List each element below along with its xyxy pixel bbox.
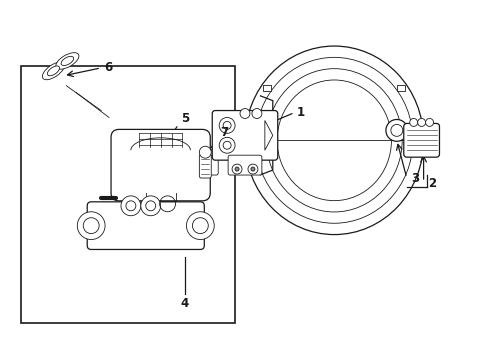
Circle shape bbox=[247, 164, 257, 174]
Circle shape bbox=[223, 141, 231, 149]
Circle shape bbox=[223, 121, 231, 129]
FancyBboxPatch shape bbox=[200, 155, 218, 175]
Circle shape bbox=[199, 146, 211, 158]
Circle shape bbox=[77, 212, 105, 239]
FancyBboxPatch shape bbox=[87, 202, 204, 249]
Circle shape bbox=[250, 167, 254, 171]
Circle shape bbox=[219, 137, 235, 153]
Circle shape bbox=[126, 201, 136, 211]
Ellipse shape bbox=[42, 62, 64, 80]
Text: 7: 7 bbox=[220, 126, 228, 139]
Polygon shape bbox=[264, 121, 272, 150]
Ellipse shape bbox=[244, 46, 423, 235]
Circle shape bbox=[385, 120, 407, 141]
Ellipse shape bbox=[56, 53, 79, 69]
FancyBboxPatch shape bbox=[212, 111, 277, 160]
Circle shape bbox=[145, 201, 155, 211]
Bar bbox=[396, 85, 405, 91]
Circle shape bbox=[409, 118, 417, 126]
Circle shape bbox=[240, 109, 249, 118]
FancyBboxPatch shape bbox=[228, 155, 262, 175]
Circle shape bbox=[186, 212, 214, 239]
Circle shape bbox=[235, 167, 239, 171]
Text: 5: 5 bbox=[181, 112, 189, 125]
Circle shape bbox=[192, 218, 208, 234]
Bar bbox=[263, 85, 271, 91]
FancyBboxPatch shape bbox=[199, 154, 211, 178]
Circle shape bbox=[417, 118, 425, 126]
FancyBboxPatch shape bbox=[111, 129, 210, 201]
Text: 2: 2 bbox=[427, 177, 436, 190]
Text: 6: 6 bbox=[104, 61, 112, 74]
Ellipse shape bbox=[47, 66, 60, 76]
Text: 1: 1 bbox=[296, 107, 304, 120]
Circle shape bbox=[219, 117, 235, 133]
Bar bbox=[21, 66, 234, 323]
Circle shape bbox=[425, 118, 433, 126]
Circle shape bbox=[83, 218, 99, 234]
Circle shape bbox=[251, 109, 262, 118]
Circle shape bbox=[390, 125, 402, 136]
Ellipse shape bbox=[61, 56, 74, 66]
FancyBboxPatch shape bbox=[403, 123, 439, 157]
Circle shape bbox=[141, 196, 161, 216]
Circle shape bbox=[121, 196, 141, 216]
Text: 3: 3 bbox=[410, 172, 418, 185]
Text: 4: 4 bbox=[180, 297, 188, 310]
Circle shape bbox=[232, 164, 242, 174]
